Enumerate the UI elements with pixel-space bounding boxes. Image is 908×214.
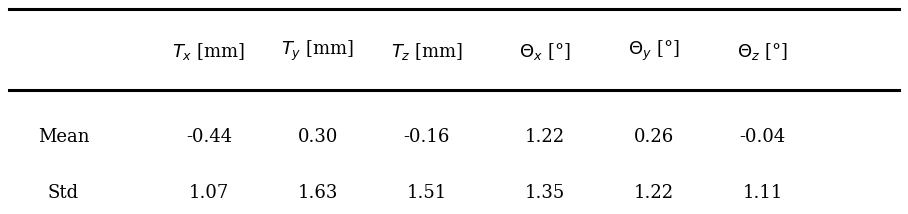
Text: 1.11: 1.11 [743, 184, 783, 202]
Text: 1.63: 1.63 [298, 184, 338, 202]
Text: $T_y$ [mm]: $T_y$ [mm] [281, 39, 354, 64]
Text: $\Theta_z$ [°]: $\Theta_z$ [°] [737, 41, 788, 62]
Text: -0.44: -0.44 [186, 128, 232, 146]
Text: $T_x$ [mm]: $T_x$ [mm] [173, 41, 245, 62]
Text: -0.04: -0.04 [740, 128, 785, 146]
Text: 0.30: 0.30 [298, 128, 338, 146]
Text: 1.07: 1.07 [189, 184, 229, 202]
Text: Mean: Mean [38, 128, 89, 146]
Text: $T_z$ [mm]: $T_z$ [mm] [390, 41, 463, 62]
Text: 1.51: 1.51 [407, 184, 447, 202]
Text: $\Theta_x$ [°]: $\Theta_x$ [°] [519, 41, 570, 62]
Text: 1.35: 1.35 [525, 184, 565, 202]
Text: Std: Std [48, 184, 79, 202]
Text: $\Theta_y$ [°]: $\Theta_y$ [°] [628, 39, 679, 64]
Text: 0.26: 0.26 [634, 128, 674, 146]
Text: -0.16: -0.16 [403, 128, 450, 146]
Text: 1.22: 1.22 [525, 128, 565, 146]
Text: 1.22: 1.22 [634, 184, 674, 202]
